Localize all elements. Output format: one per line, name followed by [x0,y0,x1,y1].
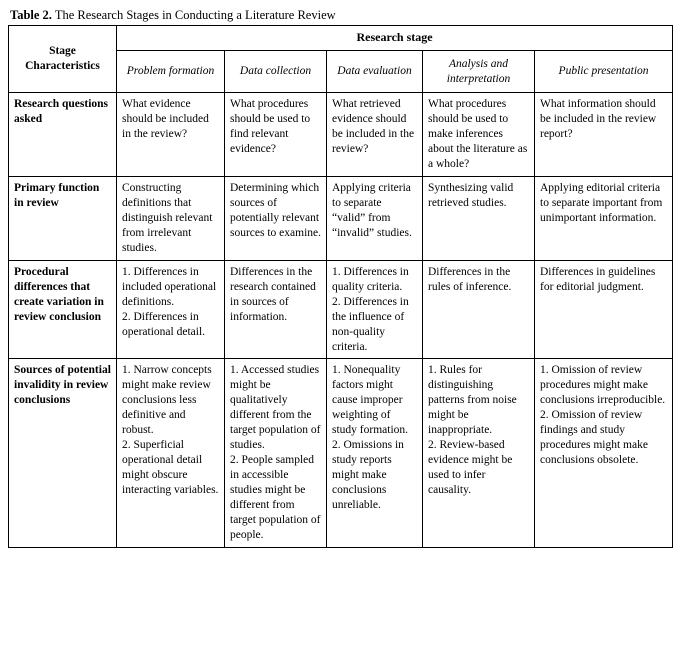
cell: What information should be included in t… [535,93,673,177]
cell: 1. Omission of review procedures might m… [535,359,673,547]
col-public-presentation: Public presentation [535,50,673,93]
row-header: Primary function in review [9,177,117,261]
header-research-stage: Research stage [117,26,673,51]
row-header: Sources of potential invalidity in revie… [9,359,117,547]
cell: 1. Narrow concepts might make review con… [117,359,225,547]
col-analysis: Analysis and interpretation [423,50,535,93]
cell: Determining which sources of potentially… [225,177,327,261]
col-data-evaluation: Data evaluation [327,50,423,93]
cell: Constructing definitions that distinguis… [117,177,225,261]
cell: Synthesizing valid retrieved studies. [423,177,535,261]
table-row: Primary function in review Constructing … [9,177,673,261]
row-header: Research questions asked [9,93,117,177]
cell: 1. Nonequality factors might cause impro… [327,359,423,547]
cell: What retrieved evidence should be includ… [327,93,423,177]
cell: 1. Differences in quality criteria.2. Di… [327,260,423,359]
cell: 1. Rules for distinguishing patterns fro… [423,359,535,547]
cell: 1. Accessed studies might be qualitative… [225,359,327,547]
table-row: Research questions asked What evidence s… [9,93,673,177]
table-row: Procedural differences that create varia… [9,260,673,359]
header-stage-characteristics: Stage Characteristics [9,26,117,93]
col-problem-formation: Problem formation [117,50,225,93]
col-data-collection: Data collection [225,50,327,93]
research-stages-table: Stage Characteristics Research stage Pro… [8,25,673,548]
cell: Differences in guidelines for editorial … [535,260,673,359]
cell: Differences in the research contained in… [225,260,327,359]
cell: Applying criteria to separate “valid” fr… [327,177,423,261]
cell: 1. Differences in included operational d… [117,260,225,359]
caption-text: The Research Stages in Conducting a Lite… [55,8,336,22]
cell: What procedures should be used to make i… [423,93,535,177]
row-header: Procedural differences that create varia… [9,260,117,359]
table-caption: Table 2. The Research Stages in Conducti… [10,8,672,23]
cell: Applying editorial criteria to separate … [535,177,673,261]
cell: What procedures should be used to find r… [225,93,327,177]
table-row: Sources of potential invalidity in revie… [9,359,673,547]
cell: What evidence should be included in the … [117,93,225,177]
cell: Differences in the rules of inference. [423,260,535,359]
caption-label: Table 2. [10,8,52,22]
